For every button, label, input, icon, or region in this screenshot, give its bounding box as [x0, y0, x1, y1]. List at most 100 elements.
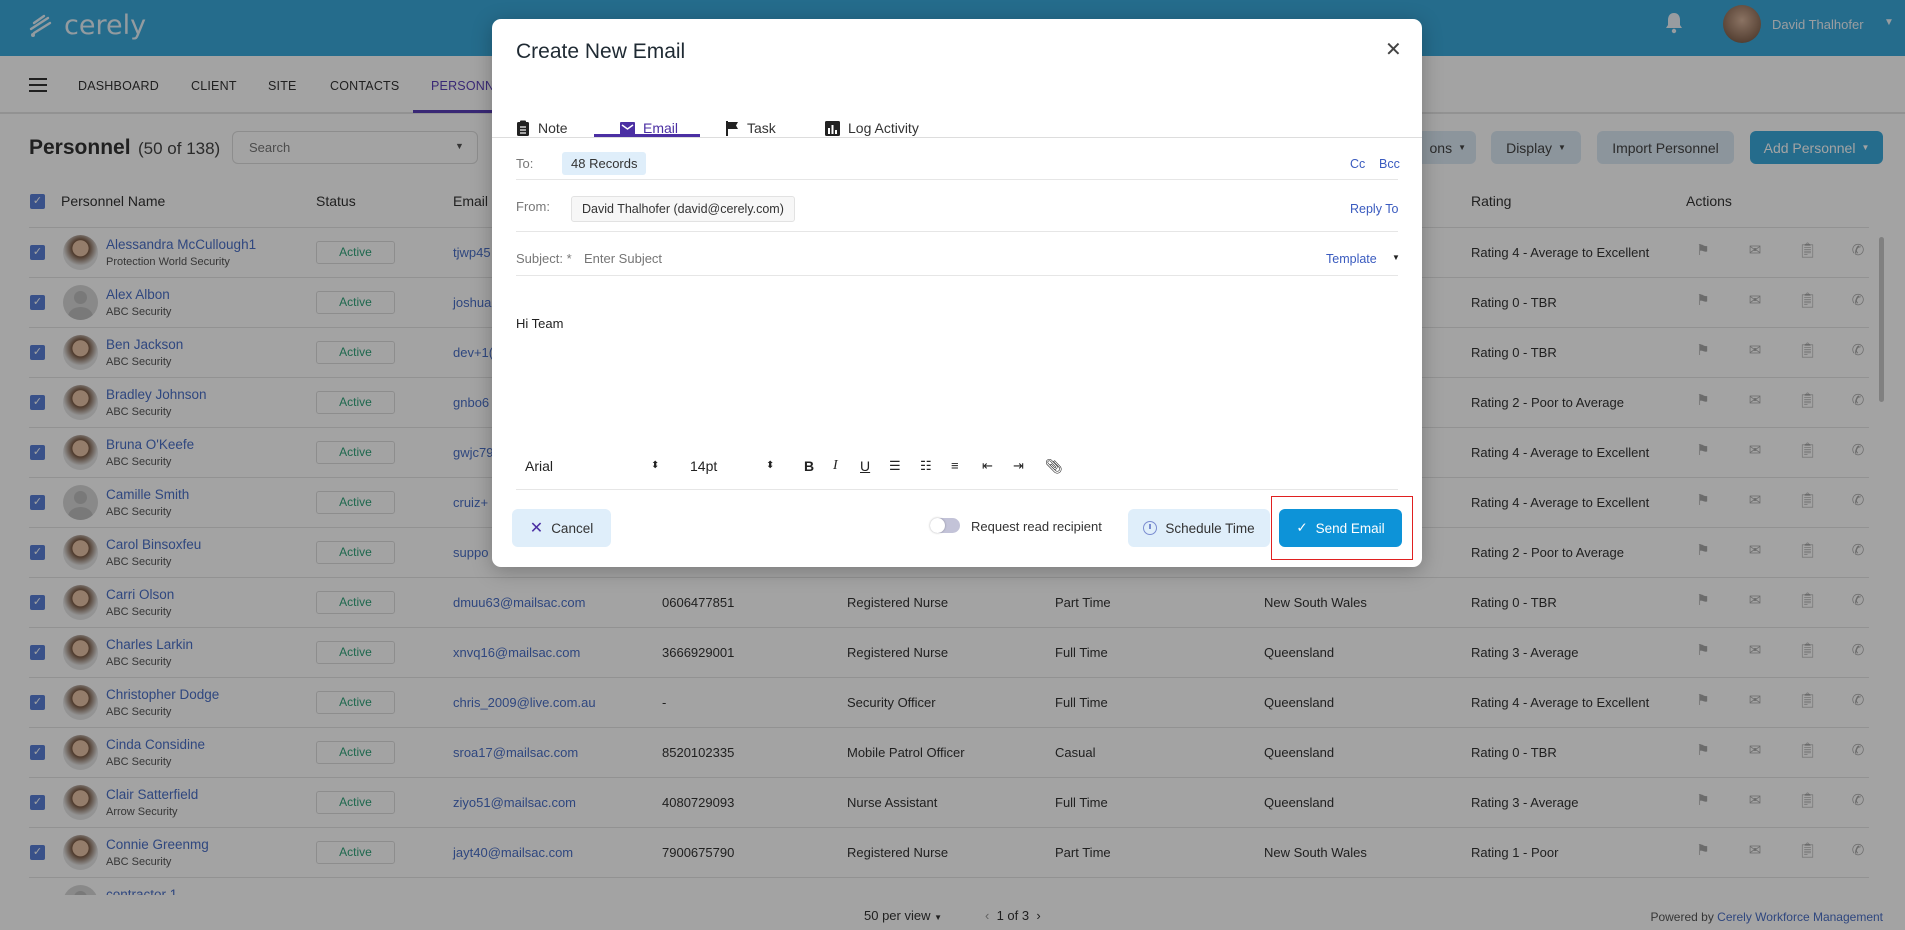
bullet-list-icon[interactable]: ☰: [889, 458, 901, 473]
personnel-name-link[interactable]: Carri Olson: [106, 587, 175, 602]
phone-icon[interactable]: ✆: [1851, 292, 1865, 309]
clipboard-icon[interactable]: 📋︎: [1798, 342, 1818, 359]
row-checkbox[interactable]: ✓: [30, 795, 45, 810]
flag-icon[interactable]: ⚑: [1696, 742, 1710, 759]
personnel-name-link[interactable]: Alessandra McCullough1: [106, 237, 257, 252]
select-all-checkbox[interactable]: ✓: [30, 194, 45, 209]
personnel-name-link[interactable]: Charles Larkin: [106, 637, 194, 652]
mail-icon[interactable]: ✉: [1748, 242, 1762, 259]
underline-icon[interactable]: U: [860, 458, 871, 474]
col-header-status[interactable]: Status: [316, 193, 356, 209]
table-row[interactable]: ✓ Charles Larkin ABC Security Active xnvq16@…: [29, 627, 1869, 677]
template-dropdown[interactable]: Template: [1326, 252, 1377, 266]
mail-icon[interactable]: ✉: [1748, 292, 1762, 309]
nav-dashboard[interactable]: DASHBOARD: [78, 79, 159, 93]
flag-icon[interactable]: ⚑: [1696, 442, 1710, 459]
font-size-select[interactable]: 14pt: [690, 458, 718, 474]
mail-icon[interactable]: ✉: [1748, 742, 1762, 759]
clipboard-icon[interactable]: 📋︎: [1798, 442, 1818, 459]
nav-contacts[interactable]: CONTACTS: [330, 79, 400, 93]
bell-icon[interactable]: [1664, 12, 1684, 34]
outdent-icon[interactable]: ⇤: [982, 458, 993, 473]
mail-icon[interactable]: ✉: [1748, 792, 1762, 809]
row-checkbox[interactable]: ✓: [30, 345, 45, 360]
indent-icon[interactable]: ⇥: [1013, 458, 1024, 473]
phone-icon[interactable]: ✆: [1851, 692, 1865, 709]
row-checkbox[interactable]: ✓: [30, 645, 45, 660]
read-receipt-toggle[interactable]: [930, 518, 960, 533]
flag-icon[interactable]: ⚑: [1696, 292, 1710, 309]
personnel-name-link[interactable]: Alex Albon: [106, 287, 170, 302]
phone-icon[interactable]: ✆: [1851, 842, 1865, 859]
clipboard-icon[interactable]: 📋︎: [1798, 642, 1818, 659]
mail-icon[interactable]: ✉: [1748, 692, 1762, 709]
row-checkbox[interactable]: ✓: [30, 395, 45, 410]
phone-icon[interactable]: ✆: [1851, 442, 1865, 459]
clipboard-icon[interactable]: 📋︎: [1798, 492, 1818, 509]
personnel-name-link[interactable]: Clair Satterfield: [106, 787, 199, 802]
email-link[interactable]: cruiz+: [453, 495, 489, 510]
clipboard-icon[interactable]: 📋︎: [1798, 692, 1818, 709]
phone-icon[interactable]: ✆: [1851, 392, 1865, 409]
flag-icon[interactable]: ⚑: [1696, 492, 1710, 509]
bcc-link[interactable]: Bcc: [1379, 157, 1400, 171]
flag-icon[interactable]: ⚑: [1696, 242, 1710, 259]
font-family-select[interactable]: Arial: [525, 458, 554, 474]
flag-icon[interactable]: ⚑: [1696, 542, 1710, 559]
email-link[interactable]: chris_2009@live.com.au: [453, 695, 596, 710]
nav-personnel[interactable]: PERSONNEL: [431, 79, 510, 93]
chevron-down-icon[interactable]: ▼: [1884, 17, 1894, 28]
mail-icon[interactable]: ✉: [1748, 542, 1762, 559]
from-select[interactable]: David Thalhofer (david@cerely.com): [571, 196, 795, 222]
table-row[interactable]: ✓ Cinda Considine ABC Security Active sroa17…: [29, 727, 1869, 777]
email-link[interactable]: jayt40@mailsac.com: [453, 845, 574, 860]
email-link[interactable]: gwjc79: [453, 445, 494, 460]
phone-icon[interactable]: ✆: [1851, 642, 1865, 659]
flag-icon[interactable]: ⚑: [1696, 642, 1710, 659]
per-view-select[interactable]: 50 per view ▼: [864, 908, 942, 923]
hamburger-menu-icon[interactable]: [29, 78, 47, 92]
flag-icon[interactable]: ⚑: [1696, 342, 1710, 359]
clipboard-icon[interactable]: 📋︎: [1798, 242, 1818, 259]
table-row[interactable]: ✓ Connie Greenmg ABC Security Active jayt40@…: [29, 827, 1869, 877]
email-body-editor[interactable]: Hi Team: [516, 316, 564, 331]
col-header-rating[interactable]: Rating: [1471, 193, 1512, 209]
row-checkbox[interactable]: ✓: [30, 495, 45, 510]
flag-icon[interactable]: ⚑: [1696, 592, 1710, 609]
mail-icon[interactable]: ✉: [1748, 442, 1762, 459]
email-link[interactable]: xnvq16@mailsac.com: [453, 645, 581, 660]
phone-icon[interactable]: ✆: [1851, 542, 1865, 559]
clipboard-icon[interactable]: 📋︎: [1798, 792, 1818, 809]
personnel-name-link[interactable]: Bruna O'Keefe: [106, 437, 195, 452]
tab-email[interactable]: Email: [618, 99, 680, 157]
attachment-icon[interactable]: 📎︎: [1045, 458, 1063, 474]
clipboard-icon[interactable]: 📋︎: [1798, 292, 1818, 309]
row-checkbox[interactable]: ✓: [30, 595, 45, 610]
personnel-name-link[interactable]: Carol Binsoxfeu: [106, 537, 202, 552]
cancel-button[interactable]: ✕ Cancel: [512, 509, 611, 547]
font-size-stepper-icon[interactable]: ⬍: [766, 460, 775, 471]
email-link[interactable]: dev+1(: [453, 345, 494, 360]
clipboard-icon[interactable]: 📋︎: [1798, 742, 1818, 759]
mail-icon[interactable]: ✉: [1748, 342, 1762, 359]
row-checkbox[interactable]: ✓: [30, 745, 45, 760]
schedule-time-button[interactable]: Schedule Time: [1128, 509, 1270, 547]
phone-icon[interactable]: ✆: [1851, 492, 1865, 509]
mail-icon[interactable]: ✉: [1748, 592, 1762, 609]
email-link[interactable]: sroa17@mailsac.com: [453, 745, 579, 760]
col-header-email[interactable]: Email: [453, 193, 489, 209]
nav-client[interactable]: CLIENT: [191, 79, 237, 93]
mail-icon[interactable]: ✉: [1748, 642, 1762, 659]
email-link[interactable]: dmuu63@mailsac.com: [453, 595, 586, 610]
clipboard-icon[interactable]: 📋︎: [1798, 842, 1818, 859]
powered-link[interactable]: Cerely Workforce Management: [1717, 910, 1883, 924]
table-row[interactable]: ✓ Carri Olson ABC Security Active dmuu63@mai…: [29, 577, 1869, 627]
email-link[interactable]: ziyo51@mailsac.com: [453, 795, 577, 810]
table-row[interactable]: ✓ Clair Satterfield Arrow Security Active zi…: [29, 777, 1869, 827]
email-link[interactable]: tjwp45: [453, 245, 491, 260]
phone-icon[interactable]: ✆: [1851, 742, 1865, 759]
caret-down-icon[interactable]: ▼: [1392, 253, 1400, 262]
prev-page-icon[interactable]: ‹: [985, 908, 990, 923]
personnel-name-link[interactable]: Christopher Dodge: [106, 687, 220, 702]
reply-to-link[interactable]: Reply To: [1350, 202, 1399, 216]
